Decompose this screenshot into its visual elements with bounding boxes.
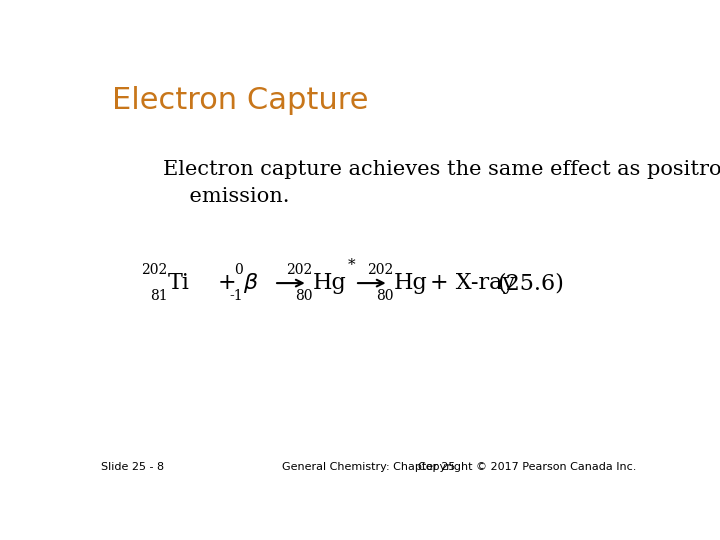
Text: (25.6): (25.6) [498,272,564,294]
Text: *: * [348,258,356,272]
Text: 80: 80 [376,288,394,302]
Text: 202: 202 [141,263,168,277]
Text: 202: 202 [287,263,312,277]
Text: 80: 80 [295,288,312,302]
Text: 0: 0 [234,263,243,277]
Text: 81: 81 [150,288,168,302]
Text: Slide 25 - 8: Slide 25 - 8 [101,462,164,472]
Text: Electron capture achieves the same effect as positron
    emission.: Electron capture achieves the same effec… [163,160,720,206]
Text: Copyright © 2017 Pearson Canada Inc.: Copyright © 2017 Pearson Canada Inc. [418,462,637,472]
Text: General Chemistry: Chapter 25: General Chemistry: Chapter 25 [282,462,456,472]
Text: Electron Capture: Electron Capture [112,85,369,114]
Text: $\beta$: $\beta$ [243,271,259,295]
Text: Hg: Hg [313,272,347,294]
Text: Ti: Ti [168,272,190,294]
Text: 202: 202 [367,263,394,277]
Text: Hg: Hg [394,272,428,294]
Text: + X-ray: + X-ray [431,272,516,294]
Text: -1: -1 [229,288,243,302]
Text: +: + [217,272,236,294]
